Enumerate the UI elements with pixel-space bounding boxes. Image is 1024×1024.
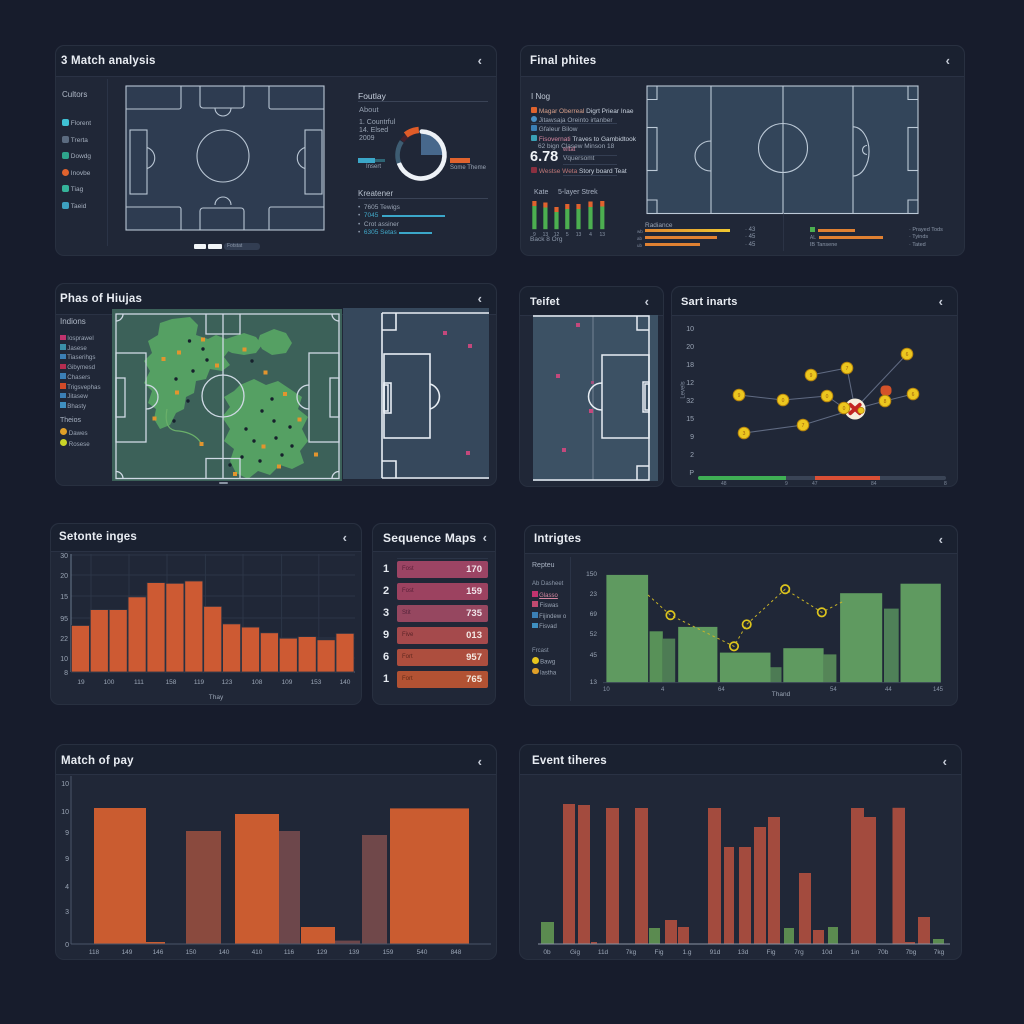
svg-text:13: 13 — [600, 232, 606, 238]
svg-text:9: 9 — [533, 232, 536, 238]
svg-text:7: 7 — [802, 423, 805, 429]
svg-text:8: 8 — [884, 399, 887, 405]
svg-text:Fig: Fig — [654, 949, 663, 956]
svg-text:9: 9 — [65, 856, 69, 863]
svg-text:158: 158 — [166, 679, 177, 686]
svg-text:22: 22 — [60, 636, 68, 643]
svg-text:13: 13 — [590, 679, 598, 686]
svg-text:150: 150 — [586, 571, 597, 578]
svg-text:4: 4 — [65, 884, 69, 891]
svg-text:153: 153 — [311, 679, 322, 686]
svg-text:159: 159 — [383, 949, 394, 956]
svg-text:Fig: Fig — [766, 949, 775, 956]
svg-text:109: 109 — [282, 679, 293, 686]
svg-text:3: 3 — [743, 431, 746, 437]
svg-text:100: 100 — [104, 679, 115, 686]
svg-text:45: 45 — [590, 652, 598, 659]
svg-text:540: 540 — [417, 949, 428, 956]
svg-text:6: 6 — [906, 352, 909, 358]
svg-text:0: 0 — [782, 398, 785, 404]
svg-text:5: 5 — [566, 232, 569, 238]
svg-text:15: 15 — [60, 594, 68, 601]
svg-text:7kg: 7kg — [934, 949, 945, 956]
svg-text:116: 116 — [284, 949, 295, 956]
svg-text:4: 4 — [661, 687, 665, 693]
svg-text:9: 9 — [738, 393, 741, 399]
svg-text:12: 12 — [554, 232, 560, 238]
svg-text:108: 108 — [252, 679, 263, 686]
svg-text:13: 13 — [543, 232, 549, 238]
svg-text:410: 410 — [252, 949, 263, 956]
svg-text:95: 95 — [60, 616, 68, 623]
svg-text:140: 140 — [340, 679, 351, 686]
svg-text:7rg: 7rg — [794, 949, 804, 956]
svg-text:118: 118 — [89, 949, 100, 956]
svg-text:140: 140 — [219, 949, 230, 956]
svg-text:20: 20 — [60, 573, 68, 580]
svg-text:7: 7 — [846, 366, 849, 372]
svg-text:10: 10 — [60, 656, 68, 663]
svg-text:149: 149 — [122, 949, 133, 956]
svg-text:0b: 0b — [543, 949, 551, 956]
svg-text:0: 0 — [826, 394, 829, 400]
svg-text:70b: 70b — [878, 949, 889, 956]
svg-text:54: 54 — [830, 687, 837, 693]
svg-text:129: 129 — [317, 949, 328, 956]
svg-text:13: 13 — [576, 232, 582, 238]
svg-text:52: 52 — [590, 631, 598, 638]
svg-text:0: 0 — [843, 406, 846, 412]
svg-text:4: 4 — [589, 232, 592, 238]
svg-text:44: 44 — [885, 687, 892, 693]
svg-text:1.g: 1.g — [682, 949, 691, 956]
svg-text:6: 6 — [912, 392, 915, 398]
svg-text:10d: 10d — [822, 949, 833, 956]
svg-text:10: 10 — [603, 687, 610, 693]
svg-text:8: 8 — [64, 670, 68, 677]
svg-text:150: 150 — [186, 949, 197, 956]
svg-text:23: 23 — [590, 591, 598, 598]
svg-text:91d: 91d — [710, 949, 721, 956]
svg-text:13d: 13d — [738, 949, 749, 956]
svg-text:139: 139 — [349, 949, 360, 956]
svg-text:7kg: 7kg — [626, 949, 637, 956]
svg-text:145: 145 — [933, 687, 944, 693]
svg-text:11d: 11d — [598, 949, 609, 956]
svg-text:Gig: Gig — [570, 949, 581, 956]
svg-text:Thand: Thand — [772, 691, 791, 698]
svg-text:64: 64 — [718, 687, 725, 693]
svg-text:119: 119 — [194, 679, 205, 686]
svg-text:0: 0 — [65, 942, 69, 949]
svg-text:3: 3 — [65, 909, 69, 916]
svg-text:146: 146 — [153, 949, 164, 956]
svg-text:7bg: 7bg — [906, 949, 917, 956]
svg-text:19: 19 — [77, 679, 85, 686]
svg-text:848: 848 — [451, 949, 462, 956]
svg-text:10: 10 — [61, 781, 69, 788]
svg-text:30: 30 — [60, 553, 68, 560]
svg-text:123: 123 — [222, 679, 233, 686]
svg-text:69: 69 — [590, 611, 598, 618]
svg-text:111: 111 — [134, 679, 144, 686]
svg-text:Thay: Thay — [209, 694, 224, 701]
svg-text:9: 9 — [65, 830, 69, 837]
svg-text:9: 9 — [810, 373, 813, 379]
svg-text:10: 10 — [61, 809, 69, 816]
svg-text:1in: 1in — [851, 949, 860, 956]
